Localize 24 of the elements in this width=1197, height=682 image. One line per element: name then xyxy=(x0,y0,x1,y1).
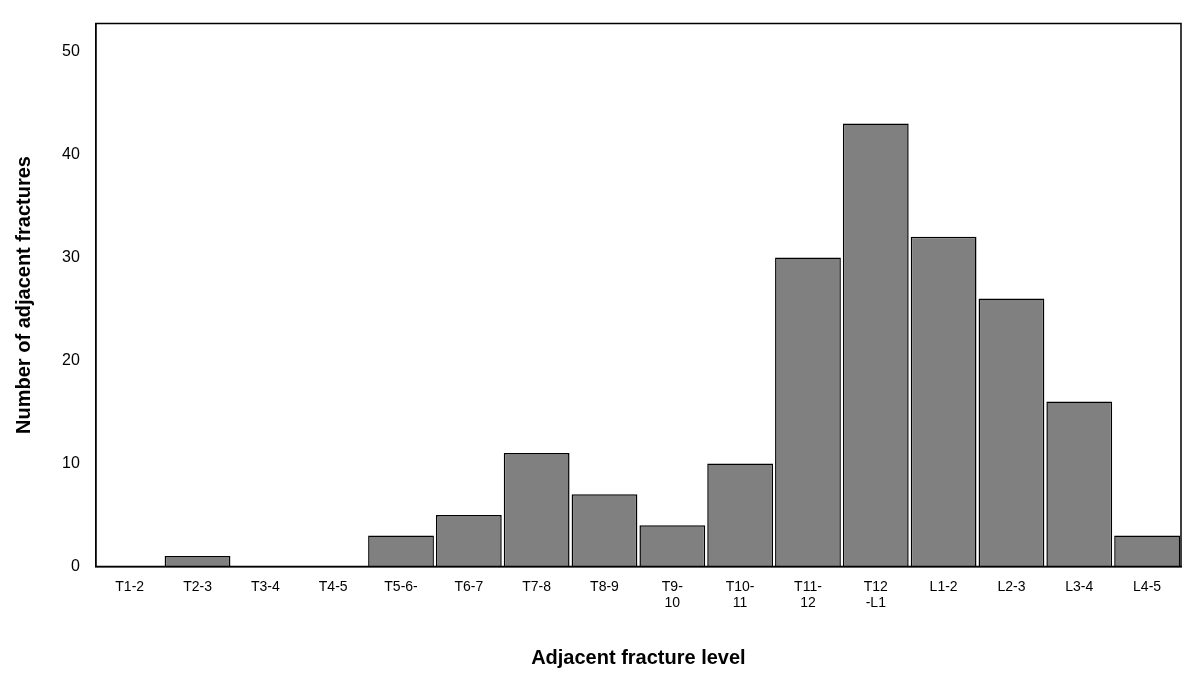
y-tick-label: 0 xyxy=(70,556,80,574)
x-tick-label: T4-5 xyxy=(318,577,348,594)
y-tick-label: 10 xyxy=(62,453,80,471)
x-tick-label: L3-4 xyxy=(1065,577,1094,594)
x-tick-label: T8-9 xyxy=(590,577,620,594)
x-tick-label: T7-8 xyxy=(522,577,552,594)
x-tick-label: T6-7 xyxy=(454,577,484,594)
x-tick-label: L1-2 xyxy=(929,577,958,594)
x-tick-label: T10- 11 xyxy=(725,577,755,611)
x-tick-label: T11- 12 xyxy=(794,577,823,611)
y-tick-label: 40 xyxy=(62,144,80,162)
x-tick-label: T3-4 xyxy=(250,577,280,594)
x-tick-label: L4-5 xyxy=(1133,577,1162,594)
y-tick-label: 50 xyxy=(62,41,80,59)
x-tick-label: T2-3 xyxy=(183,577,213,594)
y-axis-title: Number of adjacent fractures xyxy=(11,156,34,434)
y-tick-label: 20 xyxy=(62,350,80,368)
x-tick-label: L2-3 xyxy=(997,577,1026,594)
x-axis-title: Adjacent fracture level xyxy=(531,645,746,668)
x-tick-label: T9- 10 xyxy=(661,577,684,611)
x-tick-label: T12 -L1 xyxy=(863,577,889,611)
x-tick-label: T1-2 xyxy=(115,577,145,594)
y-tick-label: 30 xyxy=(62,247,80,265)
x-tick-label: T5-6- xyxy=(384,577,419,594)
